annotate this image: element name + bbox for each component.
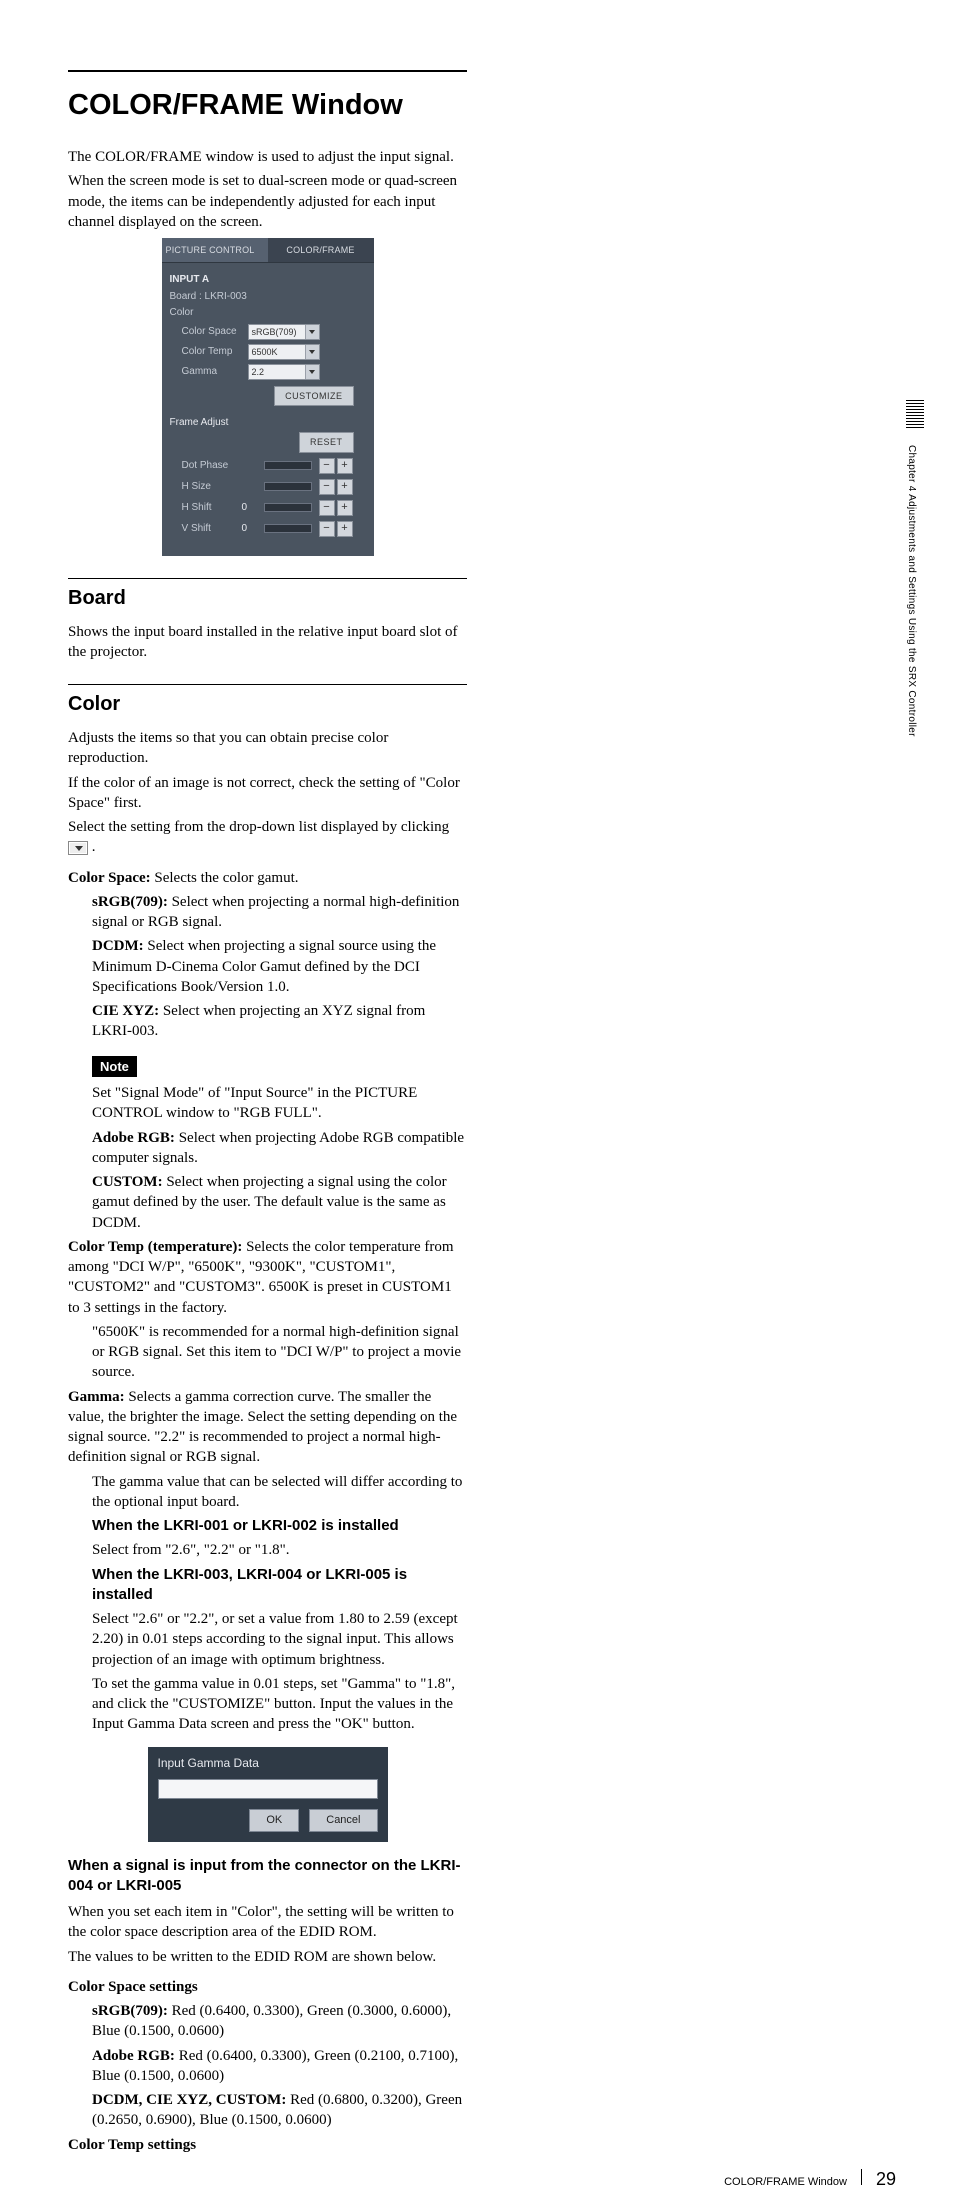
color-space-key: Color Space: — [68, 870, 151, 886]
intro-2: When the screen mode is set to dual-scre… — [68, 171, 467, 232]
value-color-space: sRGB(709) — [252, 326, 297, 338]
label-color-space: Color Space — [170, 325, 248, 339]
ok-button[interactable]: OK — [249, 1809, 299, 1832]
cs-settings-h: Color Space settings — [68, 1977, 467, 1997]
value-color-temp: 6500K — [252, 346, 278, 358]
custom-key: CUSTOM: — [92, 1174, 163, 1190]
heading-color: Color — [68, 684, 467, 718]
note-text: Set "Signal Mode" of "Input Source" in t… — [92, 1083, 467, 1124]
frame-adjust-label: Frame Adjust — [170, 416, 366, 430]
cs-adobe-k: Adobe RGB: — [92, 2048, 175, 2064]
signal-p1: When you set each item in "Color", the s… — [68, 1902, 467, 1943]
value-v-shift: 0 — [242, 522, 264, 536]
board-para: Shows the input board installed in the r… — [68, 622, 467, 663]
signal-heading: When a signal is input from the connecto… — [68, 1856, 467, 1897]
dcdm-key: DCDM: — [92, 938, 144, 954]
page-footer: COLOR/FRAME Window 29 — [68, 2167, 896, 2191]
cs-srgb-k: sRGB(709): — [92, 2003, 168, 2019]
gamma-l2: The gamma value that can be selected wil… — [92, 1472, 467, 1513]
minus-button[interactable]: − — [319, 479, 335, 495]
ciexyz-key: CIE XYZ: — [92, 1003, 159, 1019]
plus-button[interactable]: + — [337, 500, 353, 516]
tab-color-frame[interactable]: COLOR/FRAME — [268, 238, 374, 262]
ct-settings-h: Color Temp settings — [68, 2135, 467, 2155]
gamma-l1: Selects a gamma correction curve. The sm… — [68, 1389, 457, 1466]
input-label: INPUT A — [170, 273, 366, 287]
side-margin-lines — [906, 400, 924, 436]
period: . — [92, 839, 96, 855]
label-v-shift: V Shift — [170, 522, 242, 536]
srgb-key: sRGB(709): — [92, 894, 168, 910]
dcdm-val: Select when projecting a signal source u… — [92, 938, 436, 995]
intro-1: The COLOR/FRAME window is used to adjust… — [68, 147, 467, 167]
picture-control-panel: PICTURE CONTROL COLOR/FRAME INPUT A Boar… — [162, 238, 374, 555]
dropdown-color-temp[interactable]: 6500K — [248, 344, 320, 360]
dropdown-gamma[interactable]: 2.2 — [248, 364, 320, 380]
slider-h-shift[interactable] — [264, 503, 312, 512]
label-h-size: H Size — [170, 480, 242, 494]
footer-separator — [861, 2169, 862, 2185]
label-color-temp: Color Temp — [170, 345, 248, 359]
plus-button[interactable]: + — [337, 521, 353, 537]
value-gamma: 2.2 — [252, 366, 265, 378]
adobe-key: Adobe RGB: — [92, 1130, 175, 1146]
slider-v-shift[interactable] — [264, 524, 312, 533]
value-h-shift: 0 — [242, 501, 264, 515]
color-p3: Select the setting from the drop-down li… — [68, 817, 467, 858]
chevron-down-icon — [305, 365, 319, 379]
gamma-sub2p1: Select "2.6" or "2.2", or set a value fr… — [92, 1609, 467, 1670]
gamma-key: Gamma: — [68, 1389, 125, 1405]
reset-button[interactable]: RESET — [299, 432, 354, 452]
minus-button[interactable]: − — [319, 521, 335, 537]
tab-picture-control[interactable]: PICTURE CONTROL — [162, 238, 268, 262]
input-gamma-dialog: Input Gamma Data OK Cancel — [148, 1747, 388, 1842]
color-space-rest: Selects the color gamut. — [154, 870, 298, 886]
label-h-shift: H Shift — [170, 501, 242, 515]
cancel-button[interactable]: Cancel — [309, 1809, 377, 1832]
colortemp-key: Color Temp (temperature): — [68, 1239, 242, 1255]
gamma-sub2h: When the LKRI-003, LKRI-004 or LKRI-005 … — [92, 1565, 467, 1606]
color-p2: If the color of an image is not correct,… — [68, 773, 467, 814]
note-tag: Note — [92, 1056, 137, 1078]
slider-dot-phase[interactable] — [264, 461, 312, 470]
plus-button[interactable]: + — [337, 479, 353, 495]
gamma-dialog-title: Input Gamma Data — [158, 1755, 378, 1771]
minus-button[interactable]: − — [319, 458, 335, 474]
label-gamma: Gamma — [170, 365, 248, 379]
customize-button[interactable]: CUSTOMIZE — [274, 386, 353, 406]
side-chapter-text: Chapter 4 Adjustments and Settings Using… — [905, 445, 919, 737]
label-dot-phase: Dot Phase — [170, 459, 242, 473]
colortemp-l2: "6500K" is recommended for a normal high… — [92, 1322, 467, 1383]
footer-label: COLOR/FRAME Window — [724, 2175, 847, 2190]
board-line: Board : LKRI-003 — [170, 290, 366, 304]
gamma-sub2p2: To set the gamma value in 0.01 steps, se… — [92, 1674, 467, 1735]
signal-p2: The values to be written to the EDID ROM… — [68, 1947, 467, 1967]
slider-h-size[interactable] — [264, 482, 312, 491]
dropdown-color-space[interactable]: sRGB(709) — [248, 324, 320, 340]
dropdown-icon — [68, 841, 88, 855]
color-section-label: Color — [170, 306, 366, 320]
heading-board: Board — [68, 578, 467, 612]
color-p3-text: Select the setting from the drop-down li… — [68, 819, 449, 835]
gamma-input-field[interactable] — [158, 1779, 378, 1799]
page-title: COLOR/FRAME Window — [68, 70, 467, 125]
cs-dcdm-k: DCDM, CIE XYZ, CUSTOM: — [92, 2092, 286, 2108]
color-p1: Adjusts the items so that you can obtain… — [68, 728, 467, 769]
page-number: 29 — [876, 2167, 896, 2191]
gamma-sub1h: When the LKRI-001 or LKRI-002 is install… — [92, 1516, 467, 1536]
chevron-down-icon — [305, 325, 319, 339]
minus-button[interactable]: − — [319, 500, 335, 516]
gamma-sub1p: Select from "2.6", "2.2" or "1.8". — [92, 1540, 467, 1560]
chevron-down-icon — [305, 345, 319, 359]
plus-button[interactable]: + — [337, 458, 353, 474]
